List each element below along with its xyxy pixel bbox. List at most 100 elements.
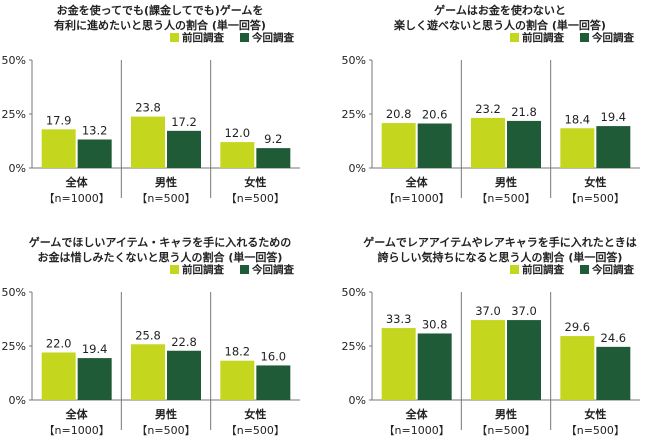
legend-label: 今回調査 xyxy=(251,263,294,276)
bar xyxy=(381,123,416,168)
y-tick-label: 25% xyxy=(342,340,366,353)
x-sample-size-label: 【n=500】 xyxy=(566,424,625,437)
x-sample-size-label: 【n=500】 xyxy=(476,424,535,437)
data-label: 25.8 xyxy=(135,328,161,342)
x-sample-size-label: 【n=500】 xyxy=(226,192,285,205)
bar xyxy=(41,129,76,168)
legend-swatch xyxy=(240,33,249,42)
bar xyxy=(256,148,291,168)
y-tick-label: 50% xyxy=(342,54,366,67)
data-label: 18.4 xyxy=(565,112,591,126)
data-label: 16.0 xyxy=(261,349,287,363)
x-sample-size-label: 【n=500】 xyxy=(566,192,625,205)
bar xyxy=(167,130,201,168)
bar xyxy=(507,320,541,400)
chart-title-line: お金は惜しみたくないと思う人の割合 (単一回答) xyxy=(38,250,283,264)
x-category-label: 男性 xyxy=(155,407,177,421)
legend-label: 前回調査 xyxy=(182,263,224,276)
y-tick-label: 50% xyxy=(2,54,26,67)
chart-panel: ゲームはお金を使わないと楽しく遊べないと思う人の割合 (単一回答)前回調査 今回調… xyxy=(342,3,640,205)
legend-swatch xyxy=(510,265,519,274)
data-label: 12.0 xyxy=(225,126,251,140)
data-label: 20.8 xyxy=(386,107,412,121)
data-label: 20.6 xyxy=(422,108,448,122)
x-sample-size-label: 【n=500】 xyxy=(476,192,535,205)
legend-swatch xyxy=(580,265,589,274)
data-label: 19.4 xyxy=(82,342,108,356)
chart-title-line: 誇らしい気持ちになると思う人の割合 (単一回答) xyxy=(378,250,623,264)
chart-title-line: ゲームでレアアイテムやレアキャラを手に入れたときは xyxy=(363,235,637,249)
bar xyxy=(41,352,76,400)
data-label: 33.3 xyxy=(386,312,412,326)
bar xyxy=(596,126,631,168)
legend-label: 今回調査 xyxy=(251,31,294,44)
y-tick-label: 50% xyxy=(2,286,26,299)
y-tick-label: 25% xyxy=(2,340,26,353)
chart-panel: ゲームでレアアイテムやレアキャラを手に入れたときは誇らしい気持ちになると思う人の… xyxy=(342,235,640,437)
chart-title-line: 楽しく遊べないと思う人の割合 (単一回答) xyxy=(393,18,606,32)
data-label: 30.8 xyxy=(422,317,448,331)
legend-swatch xyxy=(580,33,589,42)
bar xyxy=(471,117,505,168)
data-label: 18.2 xyxy=(225,345,251,359)
bar xyxy=(131,116,165,168)
legend-swatch xyxy=(240,265,249,274)
bar xyxy=(167,350,201,400)
data-label: 17.9 xyxy=(46,113,72,127)
data-label: 23.8 xyxy=(135,101,161,115)
x-sample-size-label: 【n=500】 xyxy=(136,424,195,437)
data-label: 37.0 xyxy=(511,304,537,318)
x-sample-size-label: 【n=500】 xyxy=(226,424,285,437)
x-category-label: 全体 xyxy=(65,407,89,421)
legend-swatch xyxy=(170,33,179,42)
y-tick-label: 0% xyxy=(9,162,26,175)
data-label: 23.2 xyxy=(475,102,501,116)
chart-title: お金を使ってでも(課金してでも)ゲームを有利に進めたいと思う人の割合 (単一回答… xyxy=(54,3,266,32)
legend-label: 前回調査 xyxy=(522,263,564,276)
bar xyxy=(77,358,112,400)
data-label: 19.4 xyxy=(601,110,627,124)
chart-title-line: 有利に進めたいと思う人の割合 (単一回答) xyxy=(54,18,266,32)
legend-label: 前回調査 xyxy=(182,31,224,44)
x-category-label: 全体 xyxy=(405,175,429,189)
y-tick-label: 25% xyxy=(2,108,26,121)
data-label: 37.0 xyxy=(475,304,501,318)
data-label: 9.2 xyxy=(264,132,282,146)
chart-title-line: お金を使ってでも(課金してでも)ゲームを xyxy=(57,3,264,17)
legend-label: 今回調査 xyxy=(591,263,634,276)
chart-title-line: ゲームはお金を使わないと xyxy=(434,3,566,17)
bar xyxy=(220,360,255,400)
bar xyxy=(77,139,112,168)
x-category-label: 女性 xyxy=(584,175,606,189)
x-sample-size-label: 【n=1000】 xyxy=(44,424,110,437)
x-category-label: 男性 xyxy=(495,407,517,421)
bar xyxy=(471,320,505,400)
bar xyxy=(381,328,416,400)
bar xyxy=(560,336,595,400)
x-category-label: 全体 xyxy=(65,175,89,189)
chart-title: ゲームはお金を使わないと楽しく遊べないと思う人の割合 (単一回答) xyxy=(393,3,606,32)
data-label: 13.2 xyxy=(82,123,108,137)
x-category-label: 女性 xyxy=(584,407,606,421)
legend-swatch xyxy=(170,265,179,274)
y-tick-label: 0% xyxy=(349,162,366,175)
chart-title-line: ゲームでほしいアイテム・キャラを手に入れるための xyxy=(29,235,292,249)
chart-title: ゲームでレアアイテムやレアキャラを手に入れたときは誇らしい気持ちになると思う人の… xyxy=(363,235,637,264)
x-category-label: 全体 xyxy=(405,407,429,421)
bar xyxy=(417,333,452,400)
bar xyxy=(220,142,255,168)
bar xyxy=(596,346,631,400)
data-label: 29.6 xyxy=(565,320,591,334)
bar xyxy=(131,344,165,400)
x-sample-size-label: 【n=1000】 xyxy=(384,192,450,205)
y-tick-label: 25% xyxy=(342,108,366,121)
legend-swatch xyxy=(510,33,519,42)
data-label: 22.8 xyxy=(171,335,197,349)
bar xyxy=(256,365,291,400)
legend-label: 前回調査 xyxy=(522,31,564,44)
x-category-label: 女性 xyxy=(244,407,266,421)
y-tick-label: 0% xyxy=(9,394,26,407)
x-category-label: 男性 xyxy=(155,175,177,189)
